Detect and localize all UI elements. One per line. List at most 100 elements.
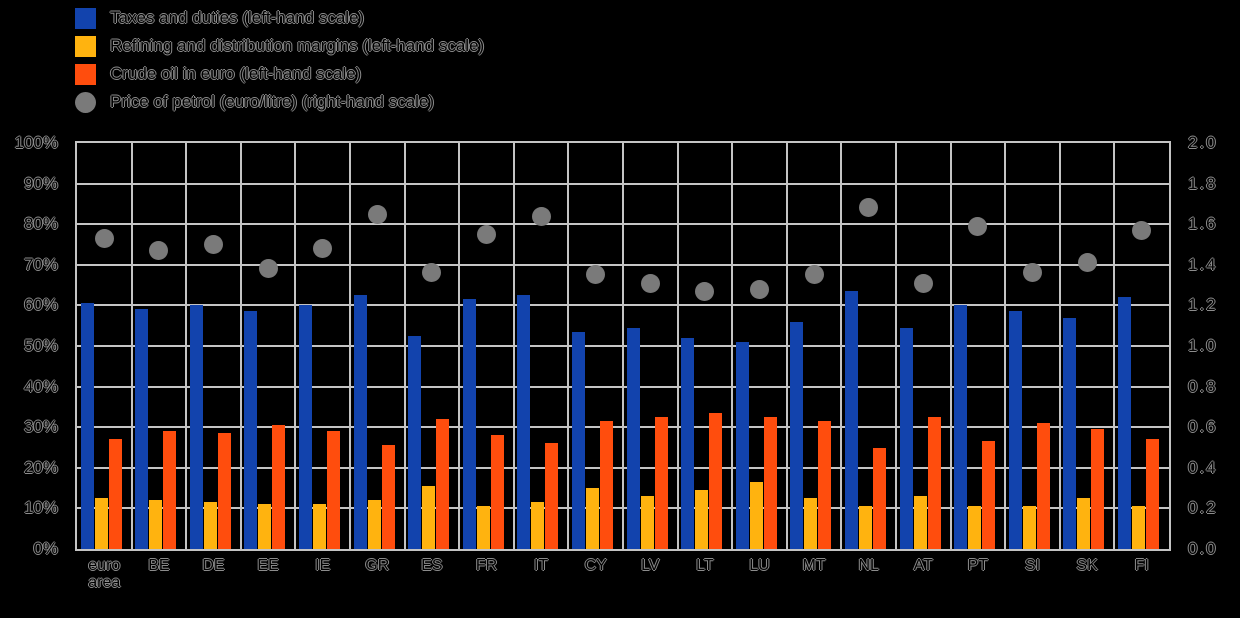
y-axis-tick-right: 2.0 <box>1188 133 1218 152</box>
bar-taxes-BE <box>135 309 149 549</box>
price-dot-PT <box>968 216 988 236</box>
bar-margins-FR <box>476 506 490 549</box>
plot-area <box>75 141 1171 551</box>
bar-margins-EE <box>258 504 272 549</box>
x-axis-label-SI: SI <box>1024 557 1041 574</box>
y-axis-tick-left: 10% <box>23 498 58 518</box>
price-dot-NL <box>859 198 879 218</box>
legend-item-margins: Refining and distribution margins (left-… <box>75 32 484 60</box>
y-axis-tick-right: 0.2 <box>1188 498 1218 518</box>
bar-taxes-AT <box>899 328 913 549</box>
y-axis-tick-right: 1.8 <box>1188 173 1218 193</box>
y-axis-tick-right: 1.4 <box>1188 254 1218 274</box>
bar-taxes-SI <box>1008 311 1022 549</box>
plot-grid <box>77 143 1169 549</box>
price-dot-CY <box>586 265 606 285</box>
y-axis-tick-left: 70% <box>23 254 58 274</box>
bar-margins-PT <box>968 506 982 549</box>
bar-margins-NL <box>858 506 872 549</box>
x-axis-label-PT: PT <box>967 557 989 574</box>
bar-crude-IE <box>326 431 340 549</box>
bar-taxes-euro area <box>80 303 94 549</box>
bar-margins-IT <box>531 502 545 549</box>
price-dot-MT <box>804 265 824 285</box>
bar-crude-SK <box>1091 429 1105 549</box>
bar-crude-EE <box>272 425 286 549</box>
y-axis-tick-left: 60% <box>23 295 58 315</box>
bar-margins-SI <box>1022 506 1036 549</box>
price-dot-SK <box>1077 253 1097 273</box>
legend-item-crude: Crude oil in euro (left-hand scale) <box>75 60 484 88</box>
y-axis-tick-left: 80% <box>23 214 58 234</box>
y-axis-tick-right: 0.0 <box>1188 539 1218 558</box>
bar-margins-DE <box>203 502 217 549</box>
y-axis-tick-left: 0% <box>33 539 58 558</box>
price-dot-ES <box>422 263 442 283</box>
bar-crude-LT <box>709 413 723 549</box>
bar-crude-ES <box>436 419 450 549</box>
price-dot-IE <box>313 239 333 259</box>
price-dot-LV <box>640 273 660 293</box>
bar-taxes-MT <box>790 322 804 549</box>
bar-crude-MT <box>818 421 832 549</box>
x-axis-label-GR: GR <box>365 557 390 574</box>
bar-margins-CY <box>585 488 599 549</box>
bar-taxes-GR <box>353 295 367 549</box>
bar-crude-AT <box>927 417 941 549</box>
bar-crude-euro area <box>108 439 122 549</box>
price-dot-DE <box>204 235 223 254</box>
gridline-horizontal <box>77 345 1169 347</box>
price-dot-BE <box>149 241 169 261</box>
bar-taxes-LU <box>735 342 749 549</box>
bar-crude-NL <box>872 448 886 549</box>
y-axis-tick-right: 0.6 <box>1188 417 1218 437</box>
bar-taxes-NL <box>844 291 858 549</box>
bar-taxes-DE <box>189 305 203 549</box>
price-dot-SI <box>1023 263 1042 283</box>
y-axis-tick-left: 100% <box>14 133 58 152</box>
x-axis-label-AT: AT <box>913 557 933 574</box>
price-dot-EE <box>258 259 278 279</box>
bar-margins-SK <box>1077 498 1091 549</box>
gridline-horizontal <box>77 467 1169 469</box>
x-axis-label-euro-area: euro area <box>88 557 121 591</box>
x-axis-label-ES: ES <box>421 557 443 574</box>
x-axis-label-SK: SK <box>1076 557 1098 574</box>
x-axis-label-FI: FI <box>1134 557 1149 574</box>
price-dot-euro area <box>94 228 114 248</box>
gridline-horizontal <box>77 223 1169 225</box>
bar-taxes-FI <box>1117 297 1131 549</box>
gridline-horizontal <box>77 426 1169 428</box>
bar-margins-GR <box>367 500 381 549</box>
y-axis-tick-left: 20% <box>23 457 58 477</box>
price-dot-LT <box>695 281 715 301</box>
y-axis-tick-right: 1.2 <box>1188 295 1218 315</box>
bar-margins-ES <box>422 486 436 549</box>
y-axis-tick-left: 50% <box>23 336 58 355</box>
price-dot-AT <box>913 273 933 293</box>
taxes-swatch-icon <box>75 7 96 29</box>
bar-crude-FR <box>490 435 504 549</box>
bar-crude-IT <box>545 443 559 549</box>
bar-margins-BE <box>149 500 163 549</box>
legend-label-margins: Refining and distribution margins (left-… <box>110 36 485 55</box>
x-axis-label-MT: MT <box>802 557 826 574</box>
bar-taxes-IT <box>517 295 531 549</box>
bar-margins-FI <box>1131 506 1145 549</box>
price-dot-LU <box>750 279 769 299</box>
x-axis-label-IE: IE <box>315 557 331 574</box>
bar-margins-LV <box>640 496 654 549</box>
bar-crude-DE <box>217 433 231 549</box>
chart-legend: Taxes and duties (left-hand scale) Refin… <box>75 4 484 116</box>
bar-crude-SI <box>1036 423 1050 549</box>
bar-taxes-IE <box>298 305 312 549</box>
gridline-horizontal <box>77 507 1169 509</box>
gridline-horizontal <box>77 264 1169 266</box>
y-axis-tick-left: 30% <box>23 417 58 437</box>
bar-taxes-CY <box>571 332 585 549</box>
bar-crude-PT <box>982 441 996 549</box>
y-axis-tick-right: 1.0 <box>1188 336 1218 355</box>
bar-crude-GR <box>381 445 395 549</box>
price-dot-FI <box>1132 220 1152 240</box>
